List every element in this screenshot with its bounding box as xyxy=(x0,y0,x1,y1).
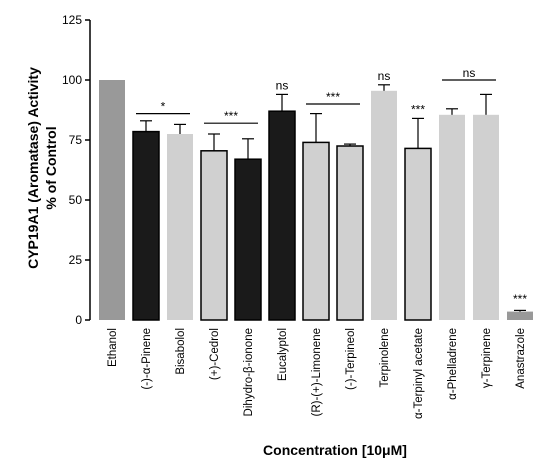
bar xyxy=(473,114,499,320)
bar xyxy=(132,130,160,321)
bar xyxy=(99,80,125,320)
y-tick-label: 25 xyxy=(69,253,83,267)
significance-annotations: ****ns***ns***ns*** xyxy=(136,66,527,306)
error-bar xyxy=(140,120,152,132)
y-tick-label: 0 xyxy=(75,313,82,327)
error-bar xyxy=(480,93,492,115)
bar xyxy=(200,150,228,321)
error-bar xyxy=(208,133,220,151)
x-tick-label: Dihydro-β-ionone xyxy=(243,328,255,416)
x-tick-label: (-)-Terpineol xyxy=(345,328,357,390)
x-tick-label: γ-Terpinene xyxy=(481,328,493,388)
x-tick-label: Anastrazole xyxy=(515,328,527,389)
x-tick-label: α-Terpinyl acetate xyxy=(413,328,425,419)
bar xyxy=(234,158,262,321)
x-tick-label: Eucalyptol xyxy=(277,328,289,381)
x-axis-title: Concentration [10μM] xyxy=(263,442,407,458)
x-tick-label: (+)-Cedrol xyxy=(209,328,221,380)
bars xyxy=(99,80,533,321)
significance-label: ns xyxy=(463,66,476,80)
error-bar xyxy=(276,93,288,112)
x-tick-labels: Ethanol (-)-α-Pinene Bisabolol (+)-Cedrol Di… xyxy=(107,328,527,419)
significance-label: ns xyxy=(378,69,391,83)
x-tick-label: Bisabolol xyxy=(175,328,187,375)
y-tick-label: 125 xyxy=(62,13,82,27)
x-tick-label: (-)-α-Pinene xyxy=(141,328,153,390)
error-bar xyxy=(378,84,390,91)
bar xyxy=(167,134,193,320)
y-tick-label: 50 xyxy=(69,193,83,207)
y-axis-title-line2: % of Control xyxy=(43,126,59,209)
significance-label: *** xyxy=(224,109,238,123)
y-tick-label: 100 xyxy=(62,73,82,87)
significance-label: *** xyxy=(326,90,340,104)
y-axis: 0 25 50 75 100 125 xyxy=(62,13,91,327)
error-bar xyxy=(514,309,526,312)
error-bar xyxy=(344,143,356,146)
y-axis-title-line1: CYP19A1 (Aromatase) Activity xyxy=(25,67,41,269)
x-tick-label: α-Phelladrene xyxy=(447,328,459,400)
x-tick-label: Ethanol xyxy=(107,328,119,367)
bar xyxy=(404,147,432,321)
significance-label: *** xyxy=(513,292,527,306)
error-bar xyxy=(446,108,458,115)
error-bar xyxy=(242,138,254,160)
x-tick-label: (R)-(+)-Limonene xyxy=(311,328,323,417)
bar xyxy=(507,311,533,320)
x-tick-label: Terpinolene xyxy=(379,328,391,387)
bar xyxy=(268,110,296,321)
significance-label: * xyxy=(161,100,166,114)
error-bar xyxy=(412,117,424,149)
bar xyxy=(439,114,465,320)
bar xyxy=(336,145,364,321)
error-bar xyxy=(174,123,186,134)
bar xyxy=(371,90,397,320)
significance-label: ns xyxy=(276,79,289,93)
error-bar xyxy=(310,112,322,143)
significance-label: *** xyxy=(411,103,425,117)
bar xyxy=(302,141,330,321)
error-bars xyxy=(140,84,526,312)
y-tick-label: 75 xyxy=(69,133,83,147)
